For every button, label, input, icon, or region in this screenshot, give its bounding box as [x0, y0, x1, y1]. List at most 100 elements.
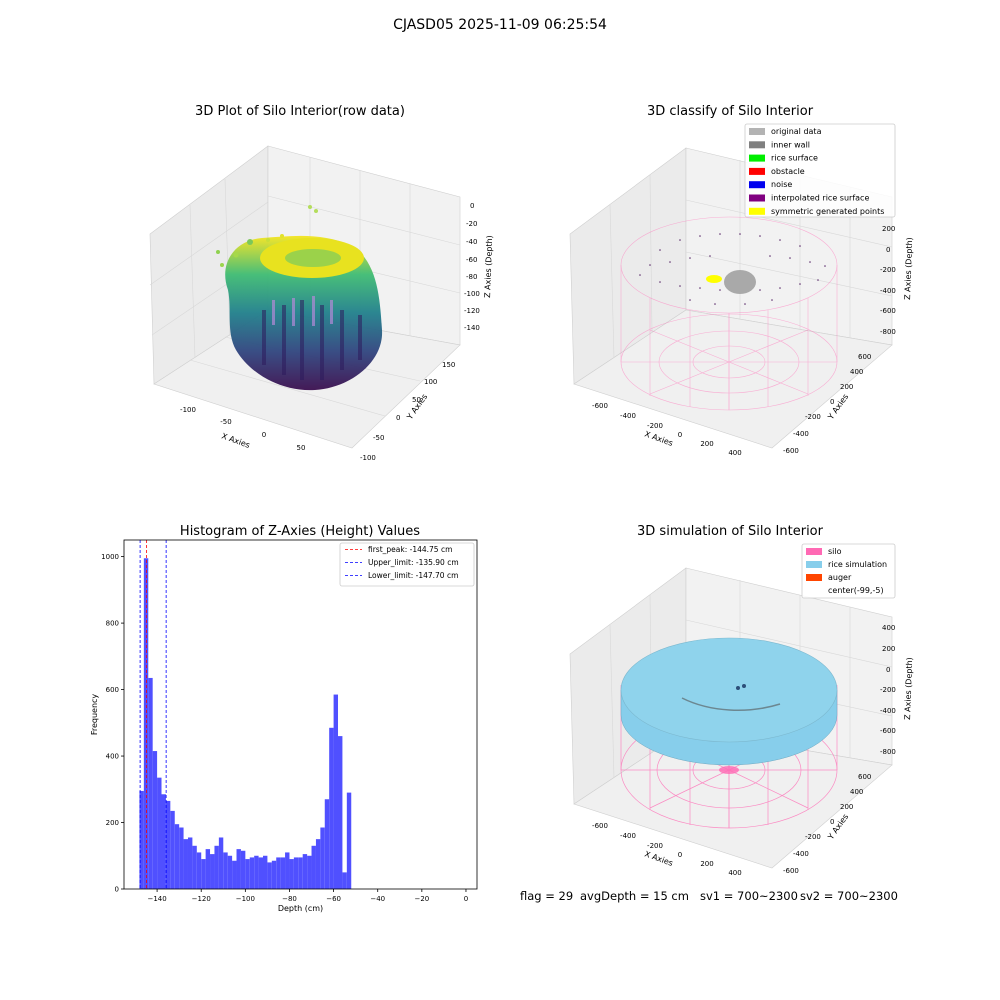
histogram-x-tick-label: 0: [464, 895, 468, 903]
raw-z-tick: -140: [464, 324, 480, 332]
classify-z-tick: -400: [880, 287, 896, 295]
histogram-bar: [245, 859, 250, 889]
simulation-x-tick: -400: [620, 832, 636, 840]
classify-legend-swatch: [749, 141, 765, 149]
classify-legend-label: inner wall: [771, 140, 810, 149]
histogram-bar: [165, 800, 171, 889]
histogram-bar: [333, 694, 339, 889]
histogram-bar: [236, 849, 241, 889]
histogram-bar: [187, 837, 193, 889]
histogram-bar: [262, 855, 268, 889]
sv1-text: sv1 = 700~2300: [700, 889, 798, 903]
classify-legend-label: rice surface: [771, 154, 818, 163]
simulation-x-tick: -200: [647, 842, 663, 850]
classify-z-axis-label: Z Axies (Depth): [903, 237, 914, 300]
classify-y-tick: 400: [850, 368, 863, 376]
histogram-bar: [346, 792, 352, 889]
classify-legend-label: interpolated rice surface: [771, 194, 869, 203]
histogram-bar: [192, 845, 197, 889]
classify-y-tick: -200: [805, 413, 821, 421]
histogram-chart: −140 −120 −100 −80 −60 −40 −20 0 0 200 400 600 800 1…: [90, 539, 478, 913]
simulation-3d-plot: -600 -400 -200 0 200 400 -600 -400 -200 …: [569, 543, 914, 877]
simulation-floor-pane: [573, 729, 893, 869]
histogram-bar: [196, 852, 202, 889]
histogram-bar: [280, 857, 286, 889]
histogram-bar: [285, 852, 290, 889]
raw-z-tick-labels: 0 -20 -40 -60 -80 -100 -120 -140: [464, 202, 480, 332]
simulation-x-tick: 400: [728, 869, 741, 877]
histogram-bar: [152, 751, 158, 889]
classify-x-tick: 400: [728, 449, 741, 457]
histogram-x-tick-label: −100: [236, 895, 255, 903]
histogram-bar: [232, 860, 237, 889]
simulation-z-tick: 400: [882, 624, 895, 632]
simulation-x-tick: -600: [592, 822, 608, 830]
raw-z-axis-label: Z Axies (Depth): [483, 235, 494, 298]
classify-z-tick: 200: [882, 225, 895, 233]
histogram-bar: [210, 854, 215, 889]
classify-z-tick: 0: [886, 246, 890, 254]
histogram-legend-label: Upper_limit: -135.90 cm: [368, 558, 459, 567]
classify-z-tick: -600: [880, 307, 896, 315]
simulation-z-axis-label: Z Axies (Depth): [903, 657, 914, 720]
histogram-bar: [276, 857, 281, 889]
classify-plot-title: 3D classify of Silo Interior: [646, 104, 814, 119]
raw-y-tick-labels: -100 -50 0 50 100 150: [360, 361, 455, 462]
simulation-legend-label: center(-99,-5): [828, 586, 884, 595]
histogram-bar: [307, 855, 312, 889]
simulation-y-tick: -600: [783, 867, 799, 875]
histogram-bar: [227, 855, 233, 889]
histogram-x-tick-label: −80: [282, 895, 297, 903]
histogram-x-ticks: −140 −120 −100 −80 −60 −40 −20 0: [147, 889, 468, 903]
classify-legend-swatch: [749, 128, 765, 135]
histogram-bar: [179, 827, 184, 889]
classify-y-tick: 0: [830, 398, 834, 406]
raw-y-tick: 50: [412, 396, 421, 404]
raw-plot-title: 3D Plot of Silo Interior(row data): [195, 104, 405, 119]
raw-x-axis-label: X Axies: [220, 431, 251, 450]
classify-y-tick-labels: -600 -400 -200 0 200 400 600: [783, 353, 871, 455]
classify-legend-swatch: [749, 207, 765, 215]
simulation-y-tick: -400: [793, 850, 809, 858]
classify-legend-label: symmetric generated points: [771, 207, 884, 216]
classify-y-tick: 200: [840, 383, 853, 391]
raw-x-tick: -100: [180, 406, 196, 414]
histogram-bar: [139, 790, 144, 889]
raw-z-tick: 0: [470, 202, 474, 210]
simulation-z-tick: -600: [880, 727, 896, 735]
classify-original-data-cluster: [724, 270, 756, 294]
classify-floor-pane: [573, 309, 893, 449]
simulation-legend-swatch: [806, 587, 822, 594]
histogram-bar: [157, 777, 162, 889]
raw-3d-plot: -100 -50 0 50 -100 -50 0 50 100 150 0 -2…: [149, 145, 494, 462]
simulation-z-tick-labels: 400 200 0 -200 -400 -600 -800: [880, 624, 896, 756]
classify-legend: original data inner wall rice surface obsta…: [744, 123, 896, 218]
raw-x-tick-labels: -100 -50 0 50: [180, 406, 305, 452]
simulation-y-tick: 200: [840, 803, 853, 811]
histogram-x-tick-label: −120: [192, 895, 211, 903]
classify-x-axis-label: X Axies: [643, 429, 674, 448]
histogram-legend: first_peak: -144.75 cm Upper_limit: -135.…: [339, 542, 475, 587]
simulation-legend-swatch: [806, 574, 822, 581]
classify-x-tick-labels: -600 -400 -200 0 200 400: [592, 402, 742, 457]
histogram-bar: [170, 810, 175, 889]
raw-x-tick: 50: [297, 444, 306, 452]
raw-y-tick: 0: [396, 414, 400, 422]
histogram-bar: [320, 827, 325, 889]
classify-x-tick: -200: [647, 422, 663, 430]
histogram-bar: [218, 837, 224, 889]
histogram-bar: [223, 852, 228, 889]
simulation-legend: silo rice simulation auger center(-99,-5): [801, 543, 896, 599]
avg-depth-text: avgDepth = 15 cm: [580, 889, 689, 903]
raw-x-tick: -50: [220, 418, 231, 426]
histogram-bar: [201, 859, 206, 889]
classify-legend-swatch: [749, 194, 765, 202]
histogram-bar: [293, 857, 299, 889]
histogram-bar: [338, 736, 343, 889]
histogram-x-tick-label: −40: [370, 895, 385, 903]
classify-legend-swatch: [749, 181, 765, 189]
simulation-legend-swatch: [806, 548, 822, 555]
simulation-y-tick-labels: -600 -400 -200 0 200 400 600: [783, 773, 871, 875]
histogram-bar: [161, 794, 166, 889]
simulation-x-tick: 200: [700, 860, 713, 868]
